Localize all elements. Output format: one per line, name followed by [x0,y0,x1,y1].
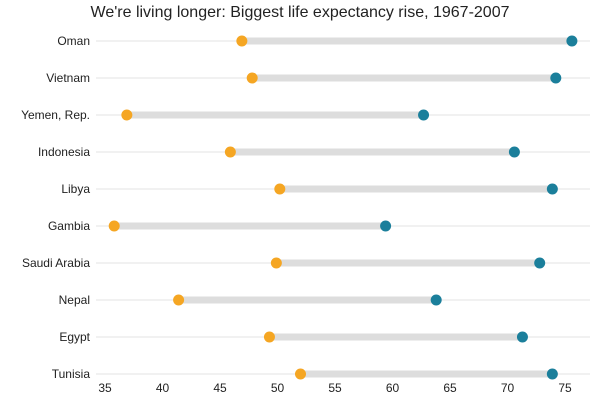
category-label: Libya [61,182,90,196]
start-point [270,257,282,269]
chart-title: We're living longer: Biggest life expect… [91,4,510,21]
category-label: Saudi Arabia [22,256,90,270]
category-label: Yemen, Rep. [21,108,90,122]
x-tick-label: 35 [98,381,112,395]
start-point [224,146,236,158]
x-tick-label: 75 [558,381,572,395]
start-point [236,35,248,47]
x-tick-label: 50 [271,381,285,395]
category-label: Indonesia [38,145,90,159]
end-point [508,146,520,158]
end-point [418,109,430,121]
end-point [534,257,546,269]
x-tick-label: 45 [213,381,227,395]
x-tick-label: 40 [156,381,170,395]
start-point [108,220,120,232]
category-label: Gambia [48,219,90,233]
start-point [274,183,286,195]
category-label: Nepal [59,293,90,307]
x-tick-label: 65 [443,381,457,395]
start-point [121,109,133,121]
end-point [550,72,562,84]
start-point [263,331,275,343]
end-point [546,183,558,195]
category-label: Oman [57,34,90,48]
category-label: Vietnam [46,71,90,85]
category-label: Tunisia [52,367,91,381]
end-point [546,368,558,380]
end-point [516,331,528,343]
x-tick-label: 70 [501,381,515,395]
category-label: Egypt [59,330,90,344]
grid-lines [96,40,590,375]
x-axis-ticks: 35 40 45 50 55 60 65 70 75 [98,381,572,395]
end-point [566,35,578,47]
start-point [295,368,306,380]
x-tick-label: 55 [328,381,342,395]
end-point [380,220,392,232]
end-point [430,294,442,306]
start-point [246,72,258,84]
category-labels: Oman Vietnam Yemen, Rep. Indonesia Libya Gamb… [21,34,91,381]
x-tick-label: 60 [386,381,400,395]
range-bars [114,37,572,378]
data-points [108,35,578,380]
start-point [173,294,185,306]
